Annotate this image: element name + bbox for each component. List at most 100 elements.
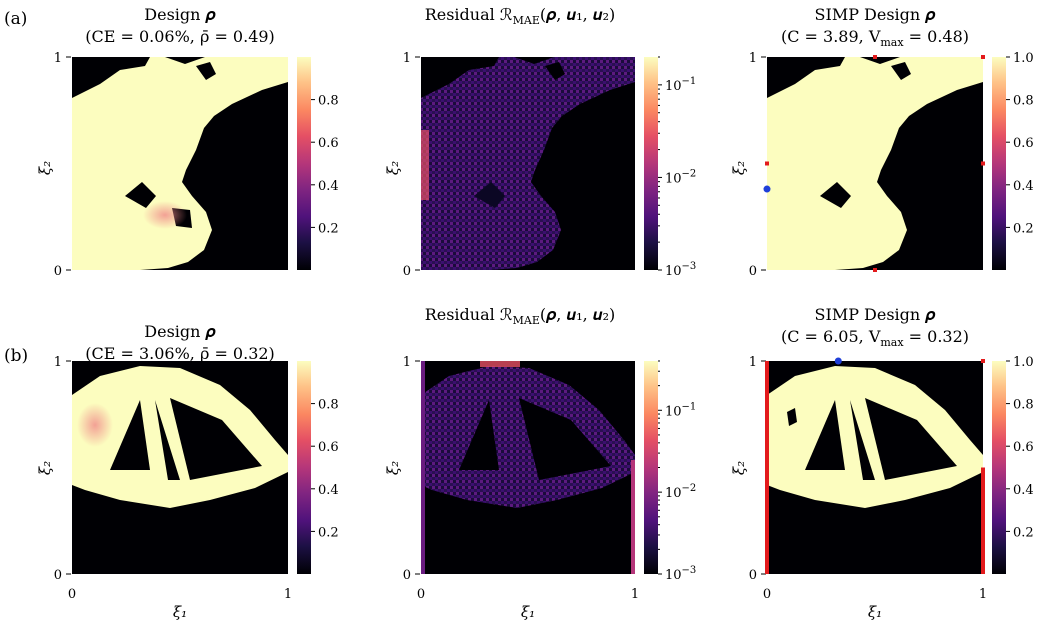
panel-b2-title-main: Residual ℛ — [425, 305, 513, 324]
colorbar-tick-label: 0.6 — [318, 136, 339, 151]
panel-b1-colorbar — [297, 361, 311, 574]
panel-b1-error-spot — [77, 403, 113, 447]
colorbar-tick-label: 0.6 — [318, 440, 339, 455]
panel-b3-xtick: 1 — [979, 587, 987, 602]
panel-b1-xtick: 0 — [68, 587, 76, 602]
panel-a3-hole — [891, 62, 911, 80]
panel-b2-xlabel: ξ₁ — [521, 603, 535, 621]
panel-b1-ytick: 1 — [54, 355, 62, 370]
support-point — [873, 268, 877, 272]
panel-b1-hole — [170, 398, 262, 480]
panel-a3-ylabel: ξ₂ — [730, 161, 748, 175]
panel-a2-title: Residual ℛMAE(𝝆, 𝒖₁, 𝒖₂) — [425, 5, 616, 27]
panel-b1-hole — [155, 400, 180, 480]
panel-a2-residual-shape — [421, 57, 635, 270]
panel-b3-hole — [850, 400, 875, 480]
panel-b3-ylabel: ξ₂ — [730, 461, 748, 475]
panel-a3-ytick: 1 — [749, 51, 757, 66]
panel-b1-hole — [110, 400, 150, 470]
colorbar-tick-label: 10−1 — [665, 401, 696, 419]
panel-a1-error-spot — [143, 201, 187, 229]
colorbar-tick-label: 0.8 — [318, 398, 339, 413]
panel-a2-hole — [474, 182, 505, 208]
panel-b3-title-line1: SIMP Design 𝝆 — [815, 305, 936, 324]
panel-b2-xtick: 1 — [631, 587, 639, 602]
panel-b3-hole — [865, 398, 957, 480]
support-point — [981, 55, 985, 59]
row-label-a: (a) — [4, 9, 27, 29]
panel-b2-hole — [459, 400, 499, 470]
panel-b1-ylabel: ξ₂ — [36, 461, 54, 475]
panel-a3-colorbar — [992, 57, 1006, 270]
panel-b3-xtick: 0 — [763, 587, 771, 602]
panel-b-simp: SIMP Design 𝝆 (C = 6.05, Vmax = 0.32) 0 … — [730, 305, 1006, 621]
colorbar-tick-label: 0.2 — [1013, 221, 1034, 236]
panel-b2-ytick: 1 — [403, 355, 411, 370]
colorbar-tick-label: 0.4 — [318, 179, 339, 194]
panel-a1-hole — [125, 182, 156, 208]
panel-a1-title-line1: Design 𝝆 — [144, 5, 215, 24]
panel-b3-title-b: = 0.32) — [904, 327, 969, 346]
colorbar-tick-label: 10−3 — [665, 565, 696, 583]
colorbar-tick-label: 1.0 — [1013, 355, 1034, 370]
panel-b2-title-sub: MAE — [513, 314, 540, 327]
colorbar-tick-label: 0.8 — [1013, 398, 1034, 413]
panel-b2-residual-shape — [421, 366, 635, 508]
colorbar-ticks: 0.2 0.4 0.6 0.8 10−1 10−2 10−3 0.2 0.4 0.6 0.8 1.0 0… — [311, 51, 1034, 583]
panel-b2-xtick: 0 — [417, 587, 425, 602]
panel-b2-title-rest: (𝝆, 𝒖₁, 𝒖₂) — [540, 305, 615, 324]
panel-a-design: Design 𝝆 (CE = 0.06%, ρ̄ = 0.49) 0 1 ξ₂ — [36, 5, 311, 279]
panel-b2-hole — [519, 398, 611, 480]
panel-b2-top-error — [480, 361, 520, 367]
panel-a3-title-sub: max — [880, 36, 904, 49]
panel-a1-colorbar — [297, 57, 311, 270]
panel-a2-hole — [545, 62, 565, 80]
panel-b1-xtick: 1 — [284, 587, 292, 602]
panel-b3-colorbar — [992, 361, 1006, 574]
support-point — [981, 161, 985, 166]
panel-b3-ytick: 1 — [749, 355, 757, 370]
panel-a2-edge-error — [421, 130, 429, 200]
panel-b1-ytick: 0 — [54, 568, 62, 583]
row-label-b: (b) — [4, 346, 28, 366]
panel-a2-title-rest: (𝝆, 𝒖₁, 𝒖₂) — [540, 5, 615, 24]
panel-b3-title-a: (C = 6.05, V — [781, 327, 881, 346]
panel-b3-title-line2: (C = 6.05, Vmax = 0.32) — [781, 327, 969, 349]
colorbar-tick-label: 0.6 — [1013, 136, 1034, 151]
panel-a-residual: Residual ℛMAE(𝝆, 𝒖₁, 𝒖₂) 0 1 ξ₂ — [384, 5, 658, 279]
panel-a1-hole — [196, 62, 216, 80]
panel-a2-title-main: Residual ℛ — [425, 5, 513, 24]
panel-a1-ytick: 0 — [54, 264, 62, 279]
support-point — [873, 55, 877, 59]
panel-a3-markers — [763, 55, 985, 272]
panel-a1-ytick: 1 — [54, 51, 62, 66]
colorbar-tick-label: 0.2 — [318, 525, 339, 540]
colorbar-tick-label: 0.2 — [1013, 525, 1034, 540]
colorbar-tick-label: 0.8 — [1013, 94, 1034, 109]
colorbar-tick-label: 10−1 — [665, 76, 696, 94]
panel-b2-ylabel: ξ₂ — [384, 461, 402, 475]
panel-b3-hole — [805, 400, 845, 470]
support-point — [765, 161, 769, 166]
panel-b3-hole — [787, 408, 797, 426]
panel-b3-ytick: 0 — [749, 568, 757, 583]
panel-a2-ytick: 1 — [403, 51, 411, 66]
colorbar-tick-label: 10−3 — [665, 261, 696, 279]
panel-b3-markers — [765, 357, 985, 574]
panel-b1-xlabel: ξ₁ — [173, 603, 187, 621]
colorbar-tick-label: 10−2 — [665, 483, 696, 501]
panel-b3-title-sub: max — [880, 336, 904, 349]
colorbar-tick-label: 0.8 — [318, 94, 339, 109]
panel-a3-title-line1: SIMP Design 𝝆 — [815, 5, 936, 24]
panel-b2-edge-error — [631, 460, 635, 574]
panel-a2-title-sub: MAE — [513, 14, 540, 27]
panel-b2-edge-error — [421, 361, 425, 574]
panel-a2-ytick: 0 — [403, 264, 411, 279]
support-point — [981, 359, 985, 363]
colorbar-tick-label: 0.4 — [1013, 483, 1034, 498]
panel-b-residual: Residual ℛMAE(𝝆, 𝒖₁, 𝒖₂) 0 1 0 1 ξ₁ ξ₂ — [384, 305, 658, 621]
panel-a3-ytick: 0 — [749, 264, 757, 279]
load-point — [763, 185, 771, 193]
panel-b2-colorbar — [644, 361, 658, 574]
